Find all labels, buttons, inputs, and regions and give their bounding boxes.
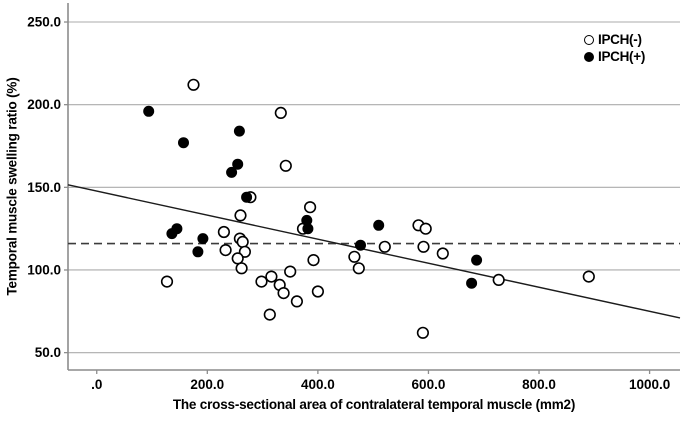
x-tick-label: 600.0 [412, 377, 446, 392]
point-ipch-positive [233, 125, 245, 137]
point-ipch-negative [274, 106, 287, 119]
trend-line [67, 184, 681, 319]
point-ipch-positive [197, 233, 209, 245]
legend-entry-ipch-negative: IPCH(-) [584, 32, 645, 47]
y-tick-label: 150.0 [27, 180, 61, 195]
point-ipch-positive [171, 223, 183, 235]
point-ipch-negative [419, 222, 432, 235]
open-circle-icon [584, 34, 594, 45]
x-tick-label: 200.0 [190, 377, 224, 392]
x-tick-label: .0 [91, 377, 102, 392]
point-ipch-positive [241, 191, 253, 203]
x-tick-label: 400.0 [301, 377, 335, 392]
point-ipch-negative [231, 252, 244, 265]
y-tick-label: 50.0 [35, 345, 61, 360]
point-ipch-negative [236, 235, 249, 248]
point-ipch-negative [290, 295, 304, 308]
point-ipch-negative [160, 275, 174, 288]
legend-label: IPCH(+) [598, 49, 646, 64]
point-ipch-negative [582, 270, 595, 283]
point-ipch-negative [417, 240, 430, 253]
point-ipch-negative [277, 287, 290, 300]
point-ipch-positive [373, 219, 385, 231]
x-tick-label: 800.0 [522, 377, 556, 392]
point-ipch-negative [265, 270, 278, 283]
point-ipch-negative [279, 159, 292, 172]
point-ipch-negative [378, 240, 391, 253]
point-ipch-positive [302, 223, 314, 235]
point-ipch-positive [466, 277, 478, 289]
point-ipch-negative [436, 247, 449, 260]
point-ipch-negative [235, 262, 248, 275]
point-ipch-positive [192, 246, 204, 258]
legend: IPCH(-) IPCH(+) [584, 32, 645, 64]
y-axis-title: Temporal muscle swelling ratio (%) [4, 77, 20, 296]
point-ipch-positive [471, 254, 483, 266]
point-ipch-positive [143, 105, 155, 117]
point-ipch-negative [234, 209, 247, 222]
legend-label: IPCH(-) [598, 32, 642, 47]
point-ipch-negative [348, 250, 361, 263]
point-ipch-negative [255, 275, 268, 288]
point-ipch-negative [311, 285, 325, 298]
point-ipch-negative [219, 244, 232, 257]
y-tick-label: 250.0 [27, 15, 61, 30]
point-ipch-negative [307, 254, 320, 267]
point-ipch-negative [352, 262, 365, 275]
filled-circle-icon [584, 51, 594, 62]
point-ipch-negative [416, 326, 430, 339]
point-ipch-negative [492, 273, 505, 287]
point-ipch-negative [263, 308, 276, 321]
x-tick-label: 1000.0 [629, 377, 670, 392]
point-ipch-positive [355, 239, 366, 251]
point-ipch-positive [178, 137, 189, 149]
point-ipch-negative [284, 265, 297, 278]
point-ipch-negative [217, 225, 230, 239]
point-ipch-positive [232, 158, 244, 170]
point-ipch-negative [304, 201, 317, 214]
point-ipch-negative [187, 78, 200, 91]
y-tick-label: 100.0 [27, 262, 61, 277]
x-axis-title: The cross-sectional area of contralatera… [172, 397, 576, 412]
point-ipch-positive [226, 166, 238, 178]
y-tick-label: 200.0 [27, 97, 61, 112]
legend-entry-ipch-positive: IPCH(+) [584, 49, 645, 64]
